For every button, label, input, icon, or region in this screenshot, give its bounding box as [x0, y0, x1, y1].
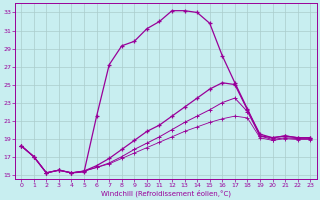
X-axis label: Windchill (Refroidissement éolien,°C): Windchill (Refroidissement éolien,°C): [101, 189, 231, 197]
